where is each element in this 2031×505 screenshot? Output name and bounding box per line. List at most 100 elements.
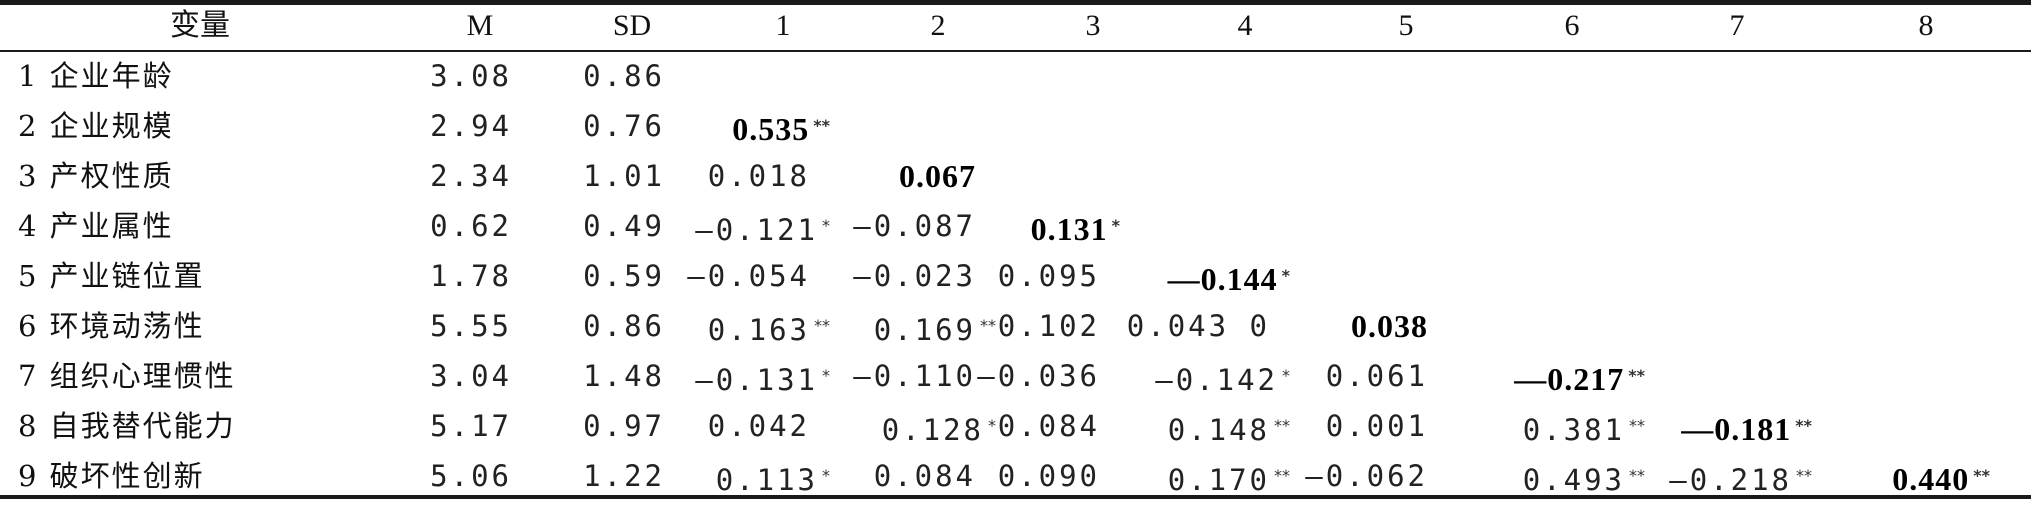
table-header-rule [0,50,2031,52]
row-label: 7 组织心理惯性 [18,359,236,393]
significance-marker: * [822,466,830,485]
row-mean: 5.06 [430,459,512,493]
correlation-value: 0.001 [1325,409,1428,443]
correlation-value: —0.121 [695,213,818,247]
correlation-cell: 0.038 [1351,301,1428,351]
correlation-cell: —0.036 [977,351,1100,401]
significance-marker: * [1281,266,1290,285]
correlation-cell: 0.148 ** [1168,401,1290,451]
correlation-cell: —0.121 * [695,201,830,251]
correlation-cell: 0.163 ** [708,301,830,351]
row-sd: 1.01 [583,159,665,193]
correlation-value: —0.054 [687,259,810,293]
correlation-cell: —0.062 [1305,451,1428,501]
correlation-value: —0.142 [1155,363,1278,397]
row-mean: 3.04 [430,359,512,393]
correlation-cell: 0.128 * [882,401,996,451]
significance-marker: * [822,366,830,385]
header-col-4: 4 [1237,9,1253,42]
row-label: 9 破坏性创新 [18,459,205,493]
correlation-value: 0.102 [997,309,1100,343]
correlation-value: 0.084 [873,459,976,493]
correlation-value: 0.148 [1167,413,1270,447]
correlation-cell: 0.018 [708,151,810,201]
significance-marker: ** [814,316,830,335]
correlation-value: —0.110 [853,359,976,393]
correlation-value: —0.023 [853,259,976,293]
correlation-value: 0.381 [1522,413,1625,447]
correlation-value: —0.087 [853,209,976,243]
row-mean: 2.34 [430,159,512,193]
correlation-cell: 0.067 [899,151,976,201]
correlation-value: 0.170 [1167,463,1270,497]
correlation-value: 0.128 [881,413,984,447]
correlation-cell: —0.217 ** [1514,351,1645,401]
correlation-value: 0.042 [707,409,810,443]
header-sd: SD [612,9,652,42]
correlation-cell: 0.440 ** [1892,451,1990,501]
correlation-value: —0.036 [977,359,1100,393]
correlation-cell: 0.381 ** [1523,401,1645,451]
correlation-cell: 0.095 [998,251,1100,301]
significance-marker: ** [1795,416,1812,435]
correlation-cell: 0.131 * [1031,201,1120,251]
significance-marker: * [1111,216,1120,235]
correlation-cell: 0.169 ** [874,301,996,351]
header-col-1: 1 [775,9,791,42]
significance-marker: ** [813,116,830,135]
row-label: 8 自我替代能力 [18,409,236,443]
correlation-value: —0.181 [1681,411,1792,447]
correlation-cell: 0.001 [1326,401,1428,451]
correlation-value: 0.067 [899,158,976,194]
header-col-7: 7 [1729,9,1745,42]
table-bottom-rule [0,495,2031,499]
correlation-cell: —0.110 [853,351,976,401]
header-variable: 变量 [170,9,230,42]
correlation-value: 0.084 [997,409,1100,443]
row-mean: 0.62 [430,209,512,243]
row-sd: 0.86 [583,59,665,93]
row-mean: 5.17 [430,409,512,443]
significance-marker: ** [1274,466,1290,485]
row-label: 4 产业属性 [18,209,174,243]
row-label: 5 产业链位置 [18,259,205,293]
row-mean: 2.94 [430,109,512,143]
significance-marker: ** [1274,416,1290,435]
significance-marker: ** [1629,466,1645,485]
correlation-value: 0.535 [732,111,810,147]
significance-marker: * [988,416,996,435]
row-sd: 0.86 [583,309,665,343]
significance-marker: * [1282,366,1290,385]
correlation-value: —0.062 [1305,459,1428,493]
row-label: 3 产权性质 [18,159,174,193]
row-label: 1 企业年龄 [18,59,174,93]
row-mean: 5.55 [430,309,512,343]
correlation-value: 0.169 [873,313,976,347]
correlation-cell: —0.144 * [1168,251,1290,301]
row-sd: 0.97 [583,409,665,443]
correlation-value: 0.043 0 [1126,309,1270,343]
correlation-value: —0.144 [1167,261,1278,297]
correlation-value: 0.018 [707,159,810,193]
row-mean: 3.08 [430,59,512,93]
row-label: 2 企业规模 [18,109,174,143]
correlation-cell: —0.131 * [695,351,830,401]
header-col-3: 3 [1085,9,1101,42]
correlation-value: 0.038 [1351,308,1428,344]
correlation-cell: 0.084 [998,401,1100,451]
header-col-8: 8 [1918,9,1934,42]
correlation-value: 0.095 [997,259,1100,293]
row-label: 6 环境动荡性 [18,309,205,343]
correlation-value: 0.090 [997,459,1100,493]
correlation-value: 0.440 [1892,461,1970,497]
correlation-value: 0.163 [707,313,810,347]
correlation-cell: —0.218 ** [1669,451,1812,501]
correlation-cell: 0.042 [708,401,810,451]
row-sd: 0.76 [583,109,665,143]
correlation-cell: —0.023 [853,251,976,301]
header-col-2: 2 [930,9,946,42]
correlation-value: 0.493 [1522,463,1625,497]
correlation-cell: 0.493 ** [1523,451,1645,501]
correlation-cell: —0.054 [687,251,810,301]
correlation-cell: 0.084 [874,451,976,501]
